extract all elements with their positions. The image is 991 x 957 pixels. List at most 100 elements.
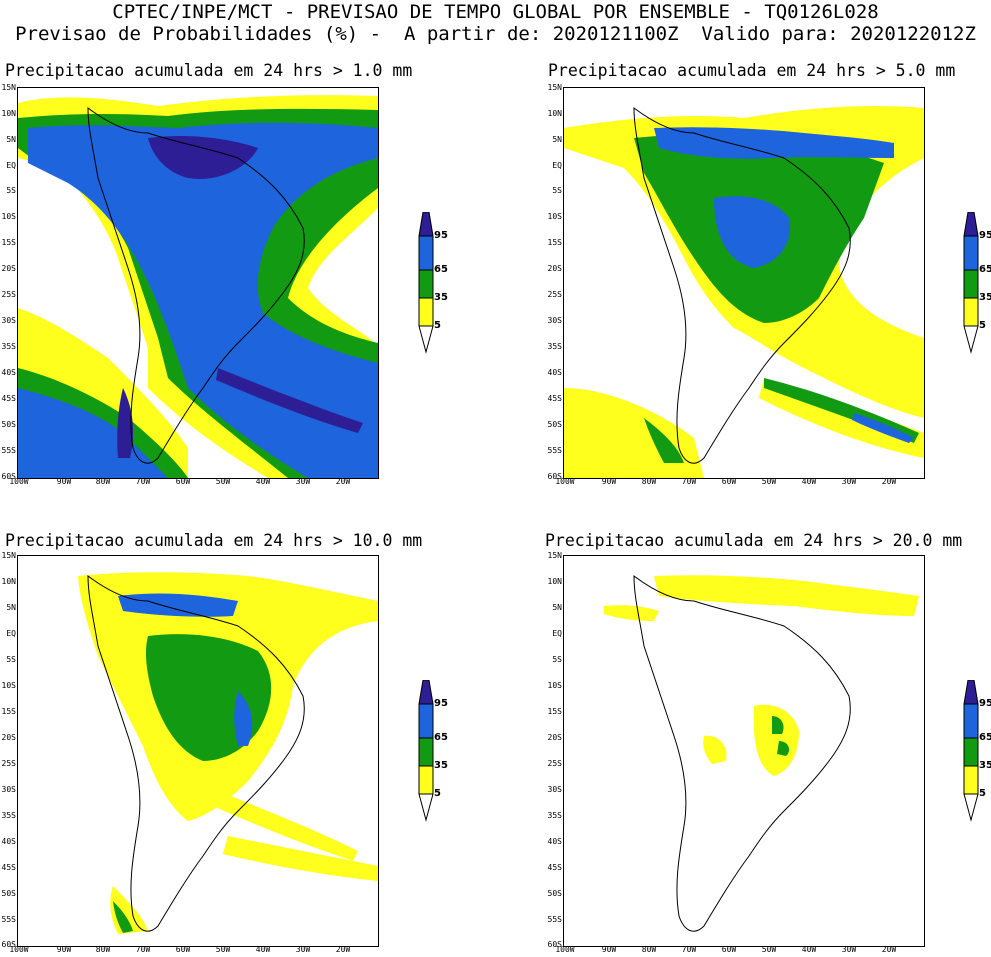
lat-label: 50S — [1, 420, 16, 429]
probability-map-2 — [564, 106, 924, 478]
legend-value: 95 — [434, 230, 448, 241]
legend-value: 35 — [434, 760, 448, 771]
lat-label: 10N — [1, 109, 16, 118]
lat-label: 55S — [547, 446, 562, 455]
legend-value: 5 — [979, 320, 986, 331]
lat-label: 5N — [552, 135, 562, 144]
lon-label: 50W — [215, 477, 231, 486]
lat-label: 5S — [552, 186, 562, 195]
lat-label: 45S — [547, 394, 562, 403]
lat-label: 50S — [547, 420, 562, 429]
lat-label: EQ — [552, 161, 562, 170]
map-panel-3 — [17, 555, 379, 947]
lon-label: 40W — [255, 945, 271, 954]
colorbar-4: 95 65 35 5 — [963, 679, 991, 826]
colorbar-3: 95 65 35 5 — [418, 679, 448, 826]
legend-value: 95 — [979, 230, 991, 241]
lat-label: 5S — [6, 655, 16, 664]
panel-title-1: Precipitacao acumulada em 24 hrs > 1.0 m… — [5, 61, 413, 80]
lon-label: 90W — [601, 945, 617, 954]
lon-label: 90W — [56, 477, 72, 486]
lon-label: 60W — [175, 477, 191, 486]
lat-label: 25S — [547, 290, 562, 299]
lat-label: EQ — [552, 629, 562, 638]
lat-label: 60S — [547, 472, 562, 481]
lon-label: 40W — [801, 945, 817, 954]
lat-label: 15N — [547, 551, 562, 560]
lat-label: 25S — [547, 759, 562, 768]
lat-label: 60S — [547, 940, 562, 949]
lat-label: 15N — [547, 83, 562, 92]
lat-label: 45S — [1, 863, 16, 872]
lon-label: 100W — [555, 477, 575, 486]
lon-label: 20W — [881, 945, 897, 954]
lat-label: 20S — [547, 264, 562, 273]
lon-label: 50W — [761, 477, 777, 486]
lon-label: 100W — [9, 477, 29, 486]
lat-label: 45S — [1, 394, 16, 403]
lon-label: 40W — [801, 477, 817, 486]
legend-value: 35 — [979, 760, 991, 771]
lat-label: 10N — [547, 577, 562, 586]
legend-value: 35 — [979, 292, 991, 303]
legend-value: 65 — [434, 264, 448, 275]
header-line-1: CPTEC/INPE/MCT - PREVISAO DE TEMPO GLOBA… — [112, 1, 879, 23]
lon-label: 80W — [641, 477, 657, 486]
legend-value: 5 — [434, 788, 441, 799]
lon-label: 70W — [135, 477, 151, 486]
legend-value: 5 — [979, 788, 986, 799]
lat-label: 50S — [547, 889, 562, 898]
lon-label: 90W — [601, 477, 617, 486]
colorbar-1: 95 65 35 5 — [418, 211, 448, 358]
lat-label: 60S — [1, 472, 16, 481]
lat-label: 20S — [1, 733, 16, 742]
lat-label: 15S — [1, 707, 16, 716]
lat-label: 20S — [547, 733, 562, 742]
colorbar-graphic — [418, 679, 434, 822]
lon-label: 70W — [681, 477, 697, 486]
lat-label: 40S — [547, 837, 562, 846]
legend-value: 95 — [979, 698, 991, 709]
lon-label: 70W — [135, 945, 151, 954]
lat-label: 30S — [1, 785, 16, 794]
lon-label: 70W — [681, 945, 697, 954]
lat-label: 10N — [547, 109, 562, 118]
lat-label: 15N — [1, 83, 16, 92]
lat-label: 35S — [547, 811, 562, 820]
colorbar-2: 95 65 35 5 — [963, 211, 991, 358]
lon-label: 30W — [841, 477, 857, 486]
colorbar-graphic — [963, 211, 979, 354]
lat-label: 5N — [552, 603, 562, 612]
lat-label: 15S — [547, 707, 562, 716]
lat-label: 20S — [1, 264, 16, 273]
lat-label: 25S — [1, 290, 16, 299]
lon-label: 20W — [335, 945, 351, 954]
lat-label: 35S — [1, 342, 16, 351]
lon-label: 30W — [295, 477, 311, 486]
lon-label: 50W — [761, 945, 777, 954]
lat-label: 10S — [547, 212, 562, 221]
lat-label: 10N — [1, 577, 16, 586]
lat-label: 30S — [547, 785, 562, 794]
lat-label: 55S — [547, 915, 562, 924]
lat-label: EQ — [6, 161, 16, 170]
lon-label: 100W — [555, 945, 575, 954]
lon-label: 80W — [95, 477, 111, 486]
legend-value: 5 — [434, 320, 441, 331]
lon-label: 50W — [215, 945, 231, 954]
lat-label: 60S — [1, 940, 16, 949]
lat-label: 10S — [1, 681, 16, 690]
legend-value: 65 — [979, 264, 991, 275]
legend-value: 65 — [434, 732, 448, 743]
lon-label: 60W — [175, 945, 191, 954]
lat-label: 15S — [1, 238, 16, 247]
panel-title-4: Precipitacao acumulada em 24 hrs > 20.0 … — [545, 531, 963, 550]
lon-label: 100W — [9, 945, 29, 954]
lon-label: 30W — [295, 945, 311, 954]
lat-label: 5S — [552, 655, 562, 664]
panel-title-2: Precipitacao acumulada em 24 hrs > 5.0 m… — [548, 61, 956, 80]
lon-label: 30W — [841, 945, 857, 954]
lat-label: 30S — [1, 316, 16, 325]
lon-label: 60W — [721, 477, 737, 486]
header-line-2: Previsao de Probabilidades (%) - A parti… — [15, 23, 976, 45]
